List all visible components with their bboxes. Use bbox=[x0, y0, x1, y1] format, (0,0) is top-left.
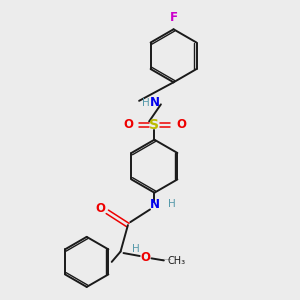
Text: H: H bbox=[132, 244, 140, 254]
Text: N: N bbox=[150, 96, 160, 110]
Text: N: N bbox=[149, 198, 159, 211]
Text: H: H bbox=[168, 200, 176, 209]
Text: F: F bbox=[169, 11, 178, 24]
Text: H: H bbox=[142, 98, 150, 108]
Text: O: O bbox=[96, 202, 106, 215]
Text: CH₃: CH₃ bbox=[168, 256, 186, 266]
Text: O: O bbox=[176, 118, 186, 131]
Text: S: S bbox=[149, 118, 159, 132]
Text: O: O bbox=[123, 118, 133, 131]
Text: methyl bond: methyl bond bbox=[162, 258, 171, 260]
Text: O: O bbox=[141, 251, 151, 264]
